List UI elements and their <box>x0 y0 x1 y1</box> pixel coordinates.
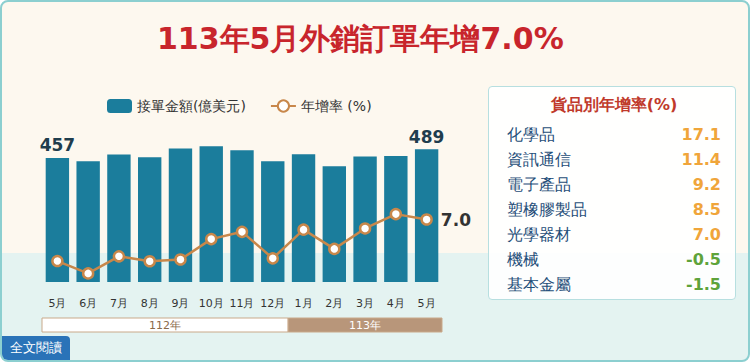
svg-text:489: 489 <box>409 127 445 147</box>
svg-text:接單金額(億美元): 接單金額(億美元) <box>137 98 246 114</box>
svg-text:4月: 4月 <box>387 297 405 310</box>
svg-text:5月: 5月 <box>48 297 66 310</box>
svg-text:7月: 7月 <box>110 297 128 310</box>
svg-text:9月: 9月 <box>171 297 189 310</box>
svg-text:112年: 112年 <box>149 319 181 332</box>
html-text:基本金屬: 基本金屬 <box>507 275 571 294</box>
svg-text:113年5月外銷訂單年增7.0%: 113年5月外銷訂單年增7.0% <box>157 21 564 56</box>
html-text:17.1: 17.1 <box>681 125 721 144</box>
svg-text:7.0: 7.0 <box>441 210 471 230</box>
svg-text:5月: 5月 <box>418 297 436 310</box>
html-text:光學器材: 光學器材 <box>507 225 571 244</box>
svg-text:6月: 6月 <box>79 297 97 310</box>
html-text:-0.5: -0.5 <box>686 250 721 269</box>
html-text:7.0: 7.0 <box>692 225 721 244</box>
svg-text:8月: 8月 <box>141 297 159 310</box>
html-text:化學品: 化學品 <box>507 125 555 144</box>
html-text:11.4: 11.4 <box>681 150 721 169</box>
html-text:-1.5: -1.5 <box>686 275 721 294</box>
html-text:資訊通信: 資訊通信 <box>507 150 571 169</box>
html-text:塑橡膠製品: 塑橡膠製品 <box>507 200 587 219</box>
html-text:機械: 機械 <box>507 250 539 269</box>
html-text:電子產品: 電子產品 <box>507 175 571 194</box>
svg-text:457: 457 <box>40 135 75 155</box>
svg-text:10月: 10月 <box>199 297 224 310</box>
svg-text:2月: 2月 <box>325 297 343 310</box>
html-text:8.5: 8.5 <box>692 200 721 219</box>
html-text:貨品別年增率(%): 貨品別年增率(%) <box>550 95 678 114</box>
svg-text:12月: 12月 <box>260 297 285 310</box>
svg-text:113年: 113年 <box>349 319 381 332</box>
html-text:9.2: 9.2 <box>692 175 721 194</box>
svg-text:1月: 1月 <box>295 297 313 310</box>
svg-text:11月: 11月 <box>230 297 255 310</box>
html-text:全文閱讀: 全文閱讀 <box>10 340 62 355</box>
svg-text:3月: 3月 <box>356 297 374 310</box>
svg-text:年增率 (%): 年增率 (%) <box>301 98 372 114</box>
